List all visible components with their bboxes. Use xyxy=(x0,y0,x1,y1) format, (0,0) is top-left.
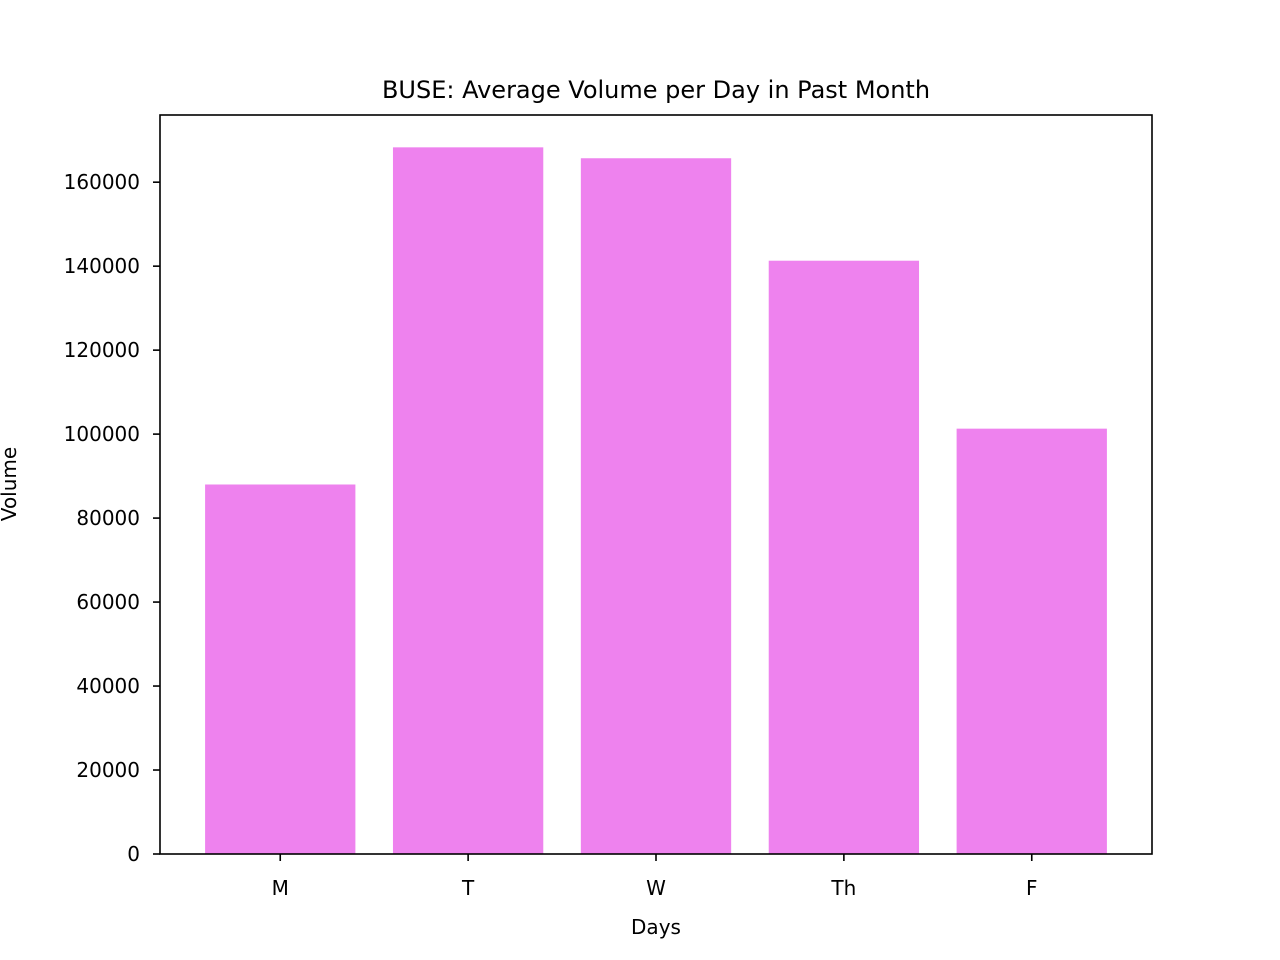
bars-group xyxy=(205,147,1107,855)
y-tick-label: 160000 xyxy=(64,170,140,194)
y-tick-label: 60000 xyxy=(76,590,140,614)
bar-t xyxy=(392,147,544,855)
x-tick-label: F xyxy=(1026,876,1038,900)
plot-frame xyxy=(159,114,1153,855)
bar-f xyxy=(956,428,1107,854)
x-axis-label: Days xyxy=(631,915,681,939)
x-tick-label: W xyxy=(646,876,666,900)
x-tick-label: M xyxy=(272,876,289,900)
y-tick-label: 80000 xyxy=(76,506,140,530)
y-axis-label: Volume xyxy=(0,447,21,521)
y-axis: 0 20000 40000 60000 80000 100000 120000 140000 1… xyxy=(64,170,160,866)
bar-w xyxy=(580,158,732,854)
y-tick-label: 40000 xyxy=(76,674,140,698)
x-tick-label: T xyxy=(461,876,475,900)
bar-m xyxy=(205,484,356,854)
y-tick-label: 0 xyxy=(127,842,140,866)
y-tick-label: 100000 xyxy=(64,422,140,446)
y-tick-label: 120000 xyxy=(64,338,140,362)
y-tick-label: 140000 xyxy=(64,254,140,278)
x-axis: M T W Th F xyxy=(272,854,1038,900)
x-tick-label: Th xyxy=(830,876,856,900)
y-tick-label: 20000 xyxy=(76,758,140,782)
chart-title: BUSE: Average Volume per Day in Past Mon… xyxy=(382,76,930,104)
bar-th xyxy=(768,260,920,854)
